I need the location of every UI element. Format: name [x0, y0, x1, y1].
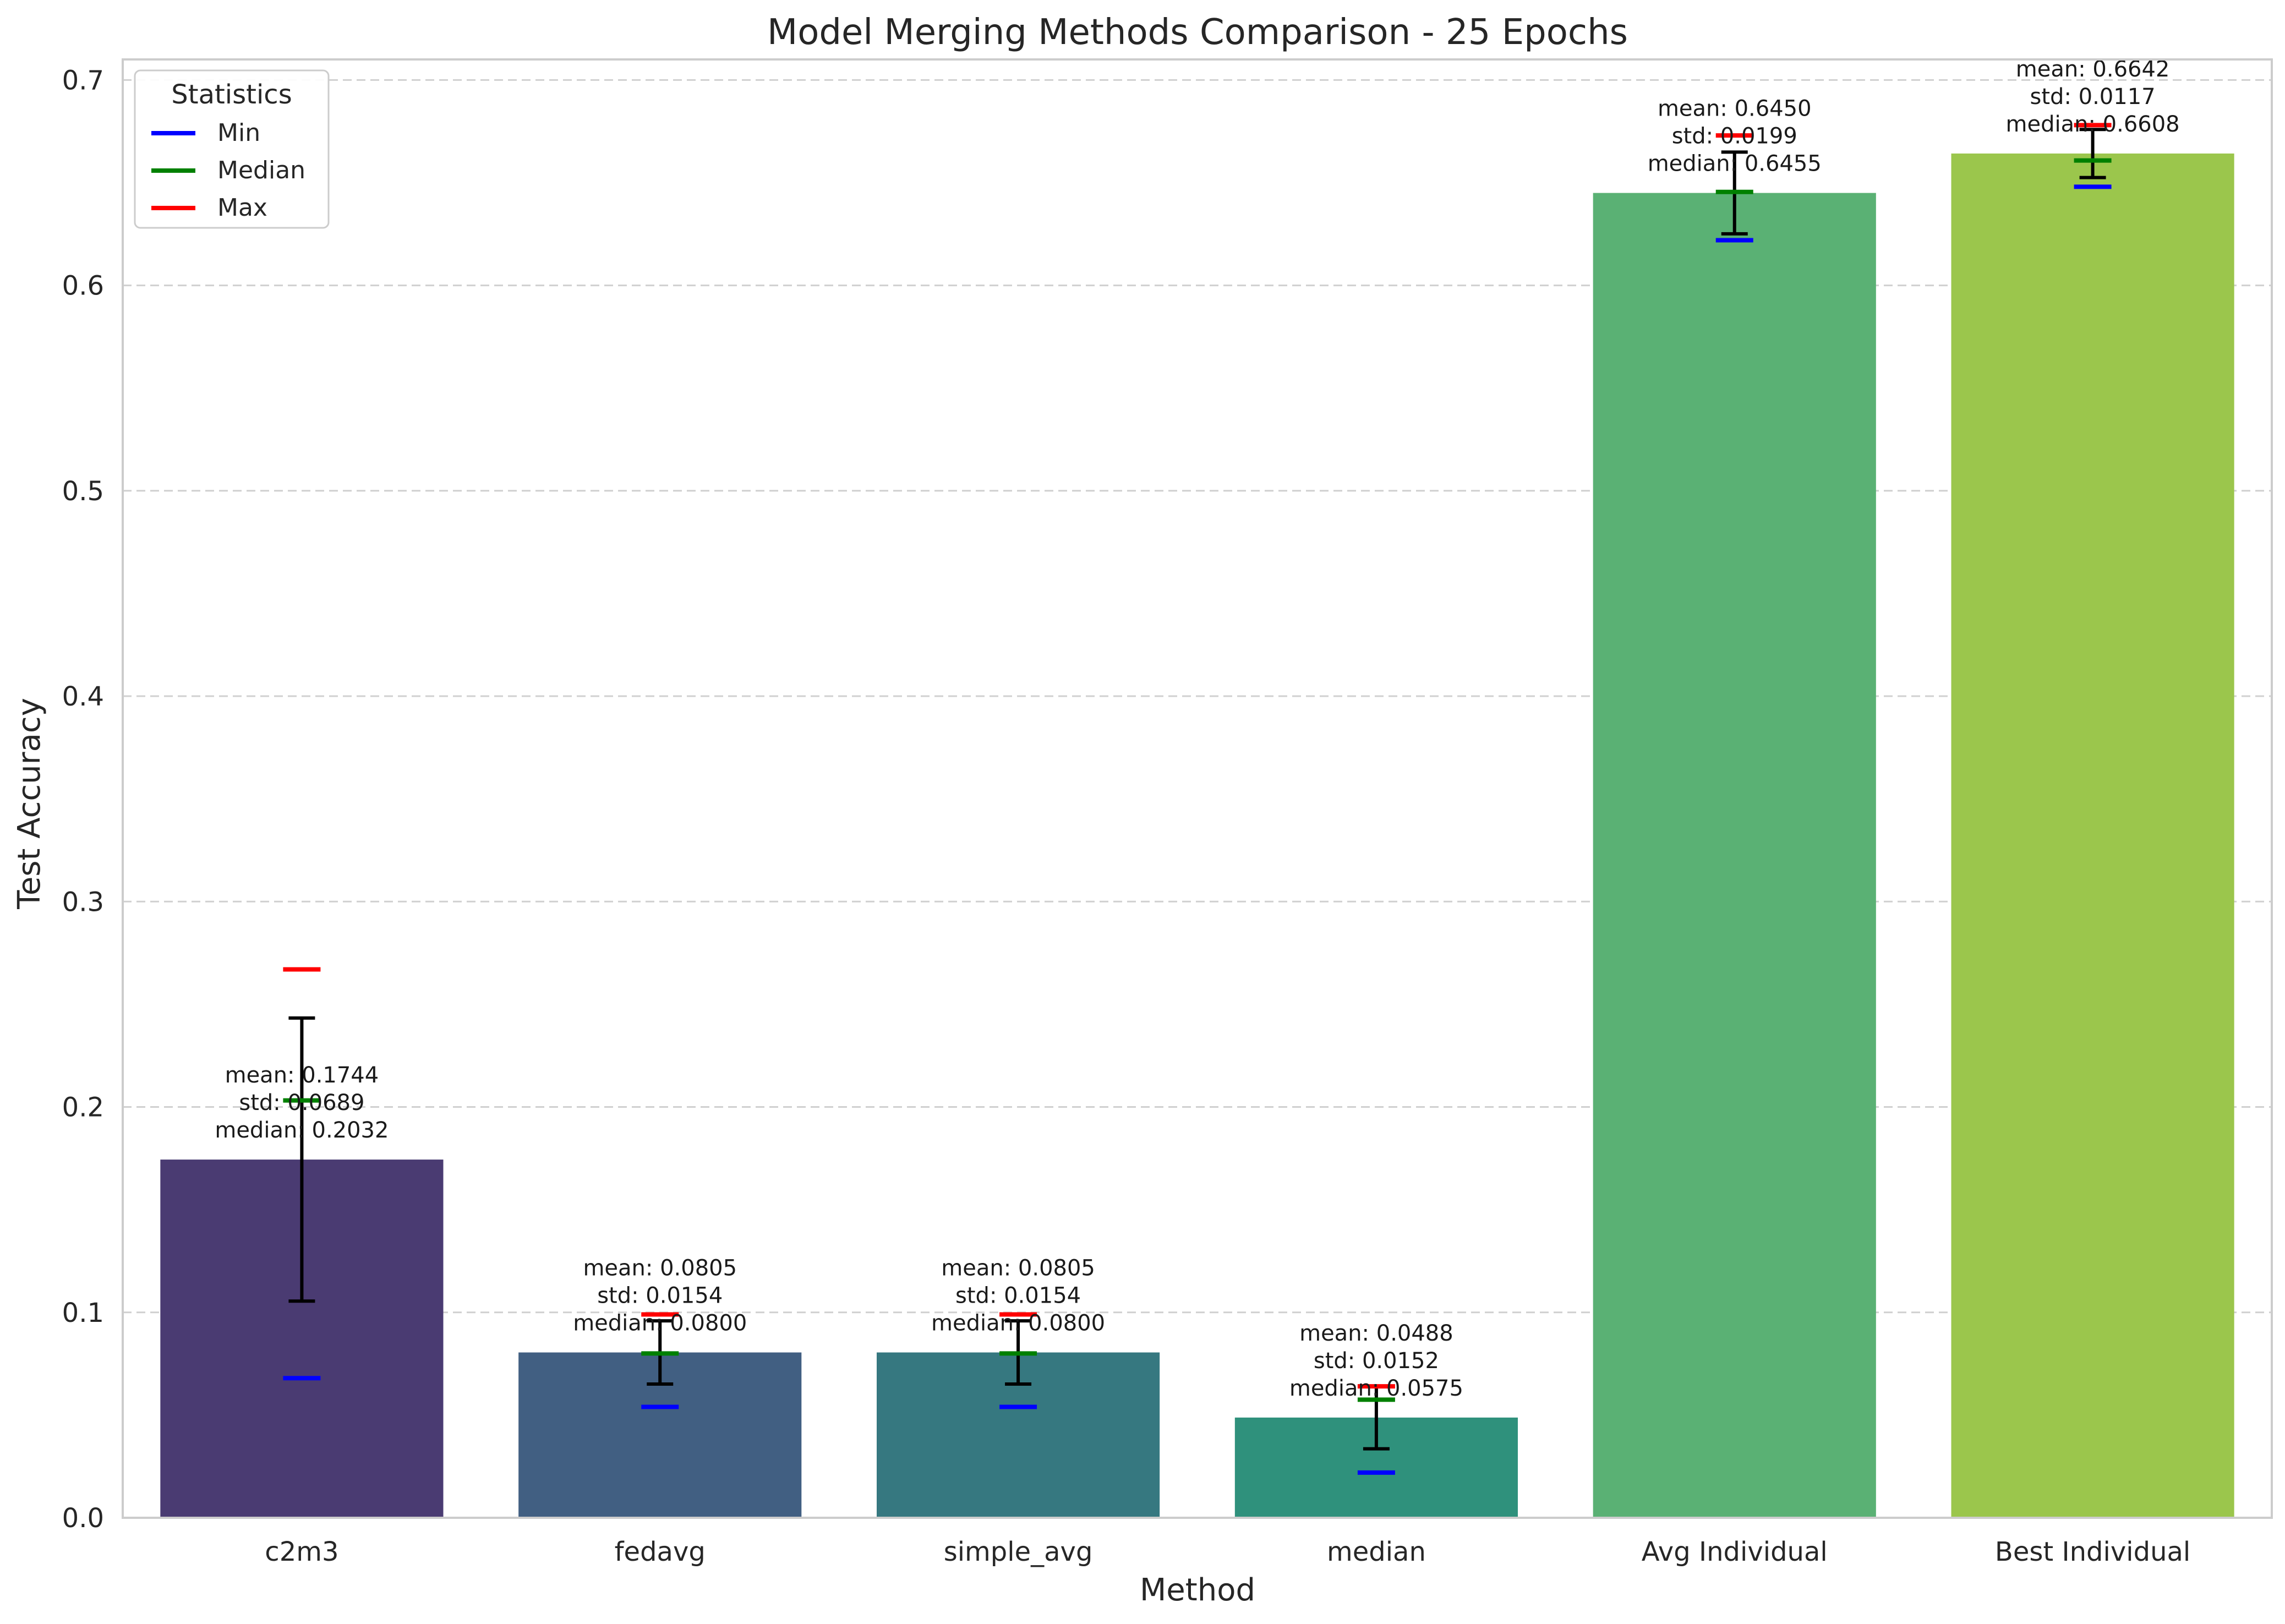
- y-tick-label: 0.6: [62, 271, 104, 302]
- legend-title: Statistics: [171, 79, 292, 110]
- bar-annotation-line: std: 0.0154: [955, 1283, 1081, 1309]
- bar-annotation-line: std: 0.0117: [2030, 84, 2156, 110]
- bar-annotation-line: std: 0.0154: [597, 1283, 723, 1309]
- legend-item-label: Min: [217, 119, 260, 147]
- y-axis-label: Test Accuracy: [12, 698, 47, 910]
- x-tick-label: c2m3: [265, 1536, 338, 1567]
- y-tick-label: 0.7: [62, 65, 104, 96]
- plot-frame: [122, 58, 2273, 1519]
- bar-annotation-line: mean: 0.6450: [1658, 96, 1812, 122]
- y-tick-label: 0.2: [62, 1092, 104, 1123]
- chart-title: Model Merging Methods Comparison - 25 Ep…: [767, 12, 1628, 53]
- bar-annotation-line: median: 0.6455: [1648, 151, 1822, 177]
- bar-5: [1951, 153, 2234, 1518]
- x-tick-label: fedavg: [615, 1536, 706, 1567]
- stat-markers: [283, 123, 2112, 1475]
- bar-annotation-line: mean: 0.0488: [1299, 1321, 1453, 1346]
- bar-annotation-line: mean: 0.6642: [2016, 57, 2170, 82]
- x-tick-label: Avg Individual: [1642, 1536, 1828, 1567]
- x-axis-label: Method: [1140, 1572, 1255, 1608]
- bar-annotation-line: std: 0.0689: [239, 1090, 364, 1116]
- bar-annotation-line: mean: 0.1744: [225, 1063, 379, 1088]
- bar-annotation-line: median: 0.0575: [1289, 1376, 1463, 1401]
- x-tick-label: simple_avg: [944, 1536, 1093, 1567]
- y-tick-label: 0.1: [62, 1298, 104, 1328]
- bar-annotation-line: std: 0.0199: [1672, 124, 1797, 149]
- legend-item-label: Max: [217, 194, 267, 222]
- legend: Statistics Min Median Max: [134, 69, 330, 229]
- bar-annotation-line: median: 0.0800: [931, 1311, 1105, 1336]
- y-tick-label: 0.4: [62, 681, 104, 712]
- x-tick-label: Best Individual: [1995, 1536, 2190, 1567]
- bar-annotation-line: median: 0.6608: [2006, 112, 2180, 137]
- bar-annotation-line: median: 0.2032: [215, 1118, 389, 1143]
- y-tick-label: 0.5: [62, 476, 104, 507]
- legend-item-label: Median: [217, 156, 305, 184]
- y-tick-label: 0.0: [62, 1503, 104, 1534]
- bar-annotation-line: std: 0.0152: [1314, 1348, 1439, 1374]
- x-tick-label: median: [1327, 1536, 1426, 1567]
- grid-lines: [123, 79, 2272, 1314]
- bar-annotation-line: median: 0.0800: [573, 1311, 747, 1336]
- bar-annotation-line: mean: 0.0805: [941, 1256, 1095, 1281]
- bar-4: [1593, 193, 1876, 1518]
- y-tick-label: 0.3: [62, 887, 104, 917]
- legend-box: [134, 69, 330, 229]
- bar-annotation-line: mean: 0.0805: [583, 1256, 737, 1281]
- axes: 0.0 0.1 0.2 0.3 0.4 0.5 0.6 0.7 c2m3 fedavg simple…: [62, 58, 2273, 1567]
